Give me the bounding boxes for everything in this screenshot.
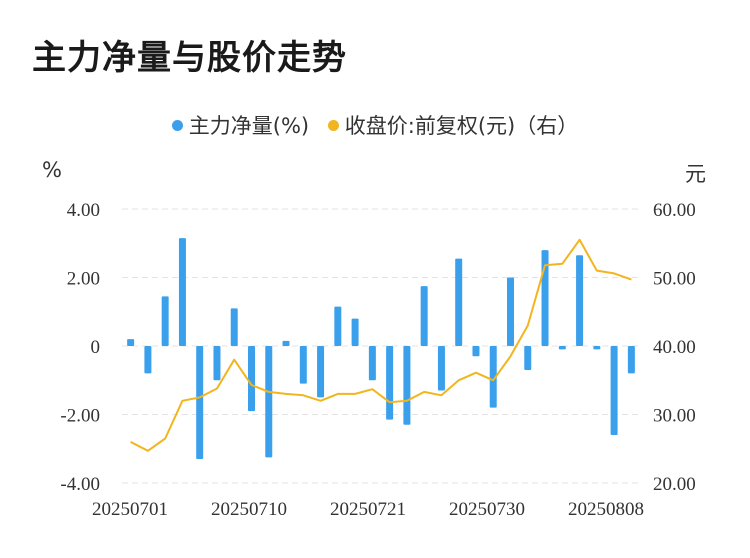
net-volume-bar <box>317 346 325 398</box>
legend-label: 收盘价:前复权(元)（右） <box>344 114 579 138</box>
legend-dot-icon <box>171 119 183 131</box>
net-volume-bar <box>368 346 376 381</box>
legend-item-close-price[interactable]: 收盘价:前复权(元)（右） <box>327 110 579 140</box>
net-volume-bar <box>161 296 169 346</box>
net-volume-bar <box>472 346 480 357</box>
net-volume-bar <box>489 346 497 408</box>
net-volume-bar <box>558 346 566 350</box>
right-tick-label: 20.00 <box>653 474 696 495</box>
right-tick-label: 50.00 <box>653 269 696 290</box>
right-tick-label: 30.00 <box>653 406 696 427</box>
net-volume-bar <box>593 346 601 350</box>
net-volume-bar <box>282 340 290 346</box>
net-volume-bar <box>627 346 635 374</box>
right-axis-unit: 元 <box>685 162 706 186</box>
net-volume-bar <box>127 339 135 346</box>
x-tick-label: 20250710 <box>211 499 287 520</box>
net-volume-bar <box>213 346 221 381</box>
net-volume-bar <box>386 346 394 420</box>
left-axis-unit: % <box>42 158 62 182</box>
net-volume-bar <box>420 286 428 346</box>
net-volume-bar <box>576 255 584 346</box>
net-volume-bar <box>437 346 445 391</box>
legend-item-net-volume[interactable]: 主力净量(%) <box>171 110 310 140</box>
x-tick-label: 20250730 <box>449 499 525 520</box>
left-tick-label: -2.00 <box>60 406 100 427</box>
chart-title: 主力净量与股价走势 <box>32 38 347 78</box>
net-volume-bar <box>403 346 411 425</box>
x-tick-label: 20250808 <box>568 499 644 520</box>
close-price-line <box>130 238 632 452</box>
chart-legend: 主力净量(%) 收盘价:前复权(元)（右） <box>0 110 750 140</box>
net-volume-bar <box>455 258 463 346</box>
net-volume-bar <box>144 346 152 374</box>
net-volume-bar <box>610 346 618 436</box>
net-volume-bar <box>507 277 514 346</box>
legend-dot-icon <box>327 119 339 131</box>
net-volume-bar <box>265 346 273 458</box>
net-volume-bar <box>351 318 359 346</box>
left-tick-label: 0 <box>91 337 101 358</box>
x-tick-label: 20250721 <box>330 499 406 520</box>
net-volume-bar <box>334 306 342 346</box>
net-volume-bar <box>248 346 255 412</box>
x-tick-label: 20250701 <box>92 499 168 520</box>
net-volume-bar <box>299 346 307 384</box>
net-volume-bar <box>178 238 186 346</box>
left-tick-label: 4.00 <box>67 200 100 221</box>
net-volume-bar <box>230 308 238 346</box>
legend-label: 主力净量(%) <box>188 114 310 138</box>
left-tick-label: -4.00 <box>60 474 100 495</box>
right-tick-label: 60.00 <box>653 200 696 221</box>
left-tick-label: 2.00 <box>67 269 100 290</box>
net-volume-bar <box>196 346 204 460</box>
net-volume-bar <box>524 346 532 370</box>
right-tick-label: 40.00 <box>653 337 696 358</box>
